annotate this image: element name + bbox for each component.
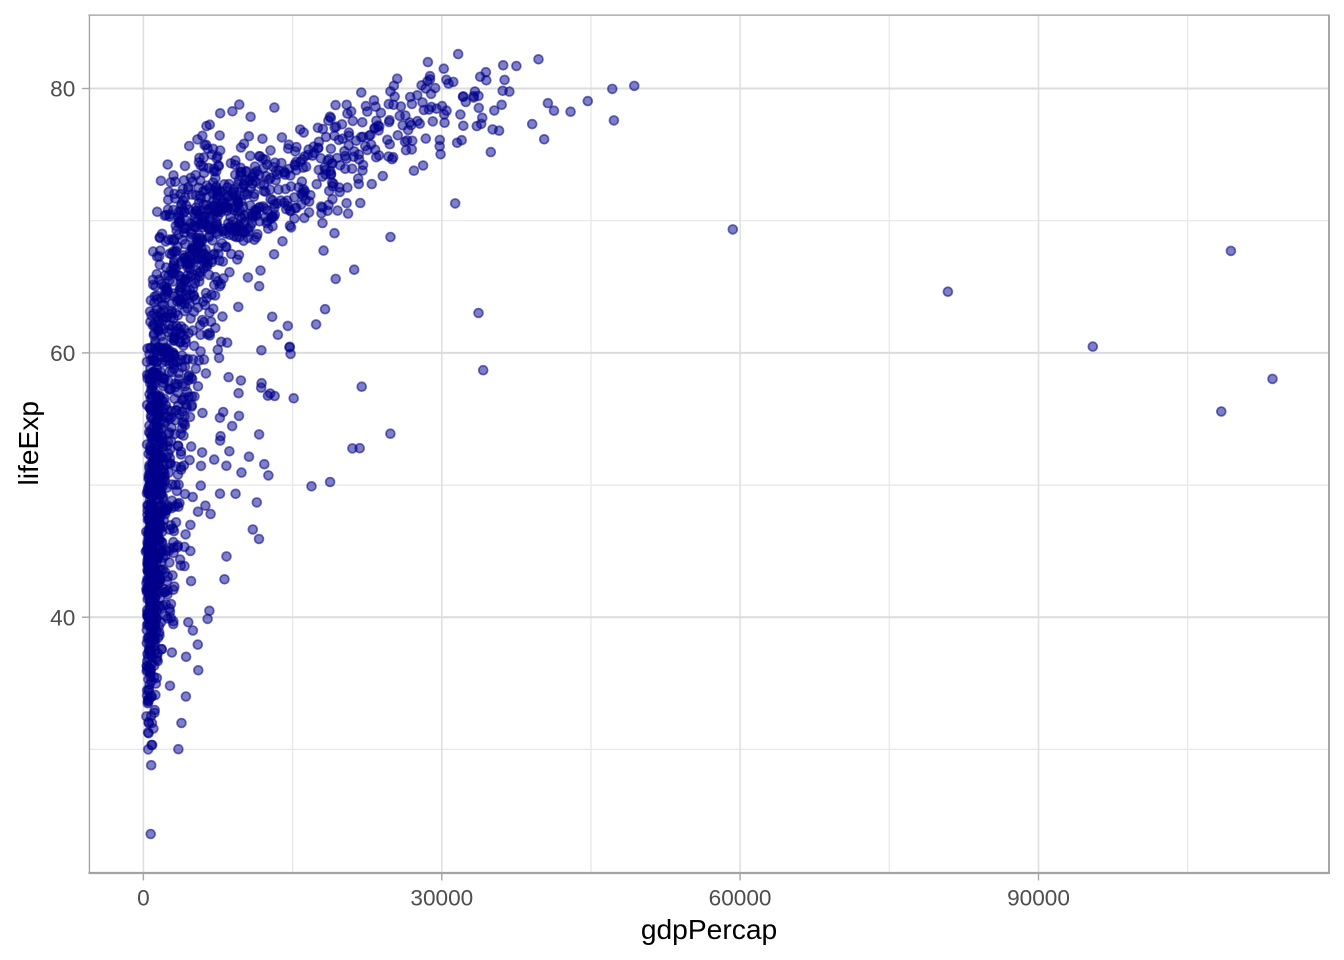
svg-text:0: 0 xyxy=(137,886,150,911)
svg-text:lifeExp: lifeExp xyxy=(12,401,44,486)
svg-text:60: 60 xyxy=(50,341,75,366)
svg-text:30000: 30000 xyxy=(410,886,473,911)
svg-text:gdpPercap: gdpPercap xyxy=(641,913,777,945)
svg-text:60000: 60000 xyxy=(709,886,772,911)
svg-text:90000: 90000 xyxy=(1007,886,1070,911)
svg-text:40: 40 xyxy=(50,605,75,630)
svg-text:80: 80 xyxy=(50,77,75,102)
